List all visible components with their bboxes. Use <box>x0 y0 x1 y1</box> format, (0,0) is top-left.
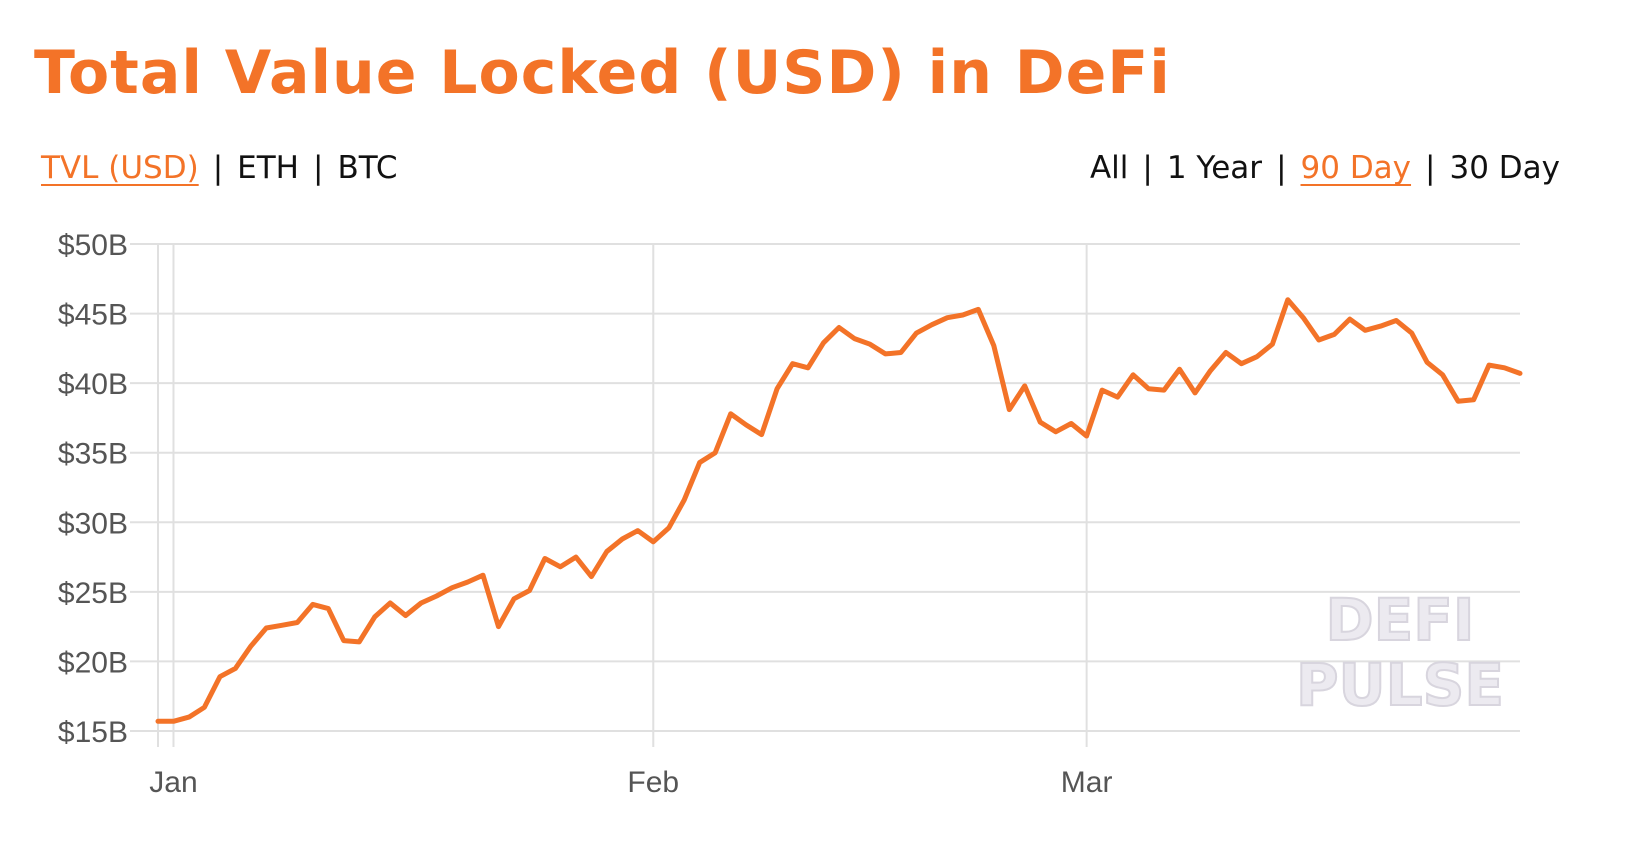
unit-option-tvl-usd[interactable]: TVL (USD) <box>41 150 199 186</box>
y-tick-label: $35B <box>58 438 128 471</box>
tvl-series-line <box>155 297 1523 724</box>
x-tick-label: Feb <box>627 766 679 799</box>
unit-toggle: TVL (USD) | ETH | BTC <box>41 148 398 188</box>
unit-separator: | <box>313 150 324 186</box>
y-tick-label: $15B <box>58 716 128 749</box>
range-option-all[interactable]: All <box>1089 150 1129 186</box>
chart-grid <box>130 243 1520 747</box>
y-tick-label: $40B <box>58 368 128 401</box>
unit-option-btc[interactable]: BTC <box>337 150 398 186</box>
x-tick-label: Mar <box>1061 766 1113 799</box>
range-separator: | <box>1276 150 1287 186</box>
range-option-30-day[interactable]: 30 Day <box>1449 150 1560 186</box>
chart-series <box>155 297 1523 724</box>
page-title: Total Value Locked (USD) in DeFi <box>34 38 1171 108</box>
y-tick-label: $25B <box>58 577 128 610</box>
watermark-line-2: PULSE <box>1296 651 1504 719</box>
y-tick-label: $50B <box>58 229 128 262</box>
y-tick-label: $20B <box>58 646 128 679</box>
range-option-1-year[interactable]: 1 Year <box>1166 150 1263 186</box>
range-toggle: All | 1 Year | 90 Day | 30 Day <box>1090 148 1560 188</box>
range-separator: | <box>1142 150 1153 186</box>
watermark-line-1: DEFI <box>1326 586 1475 654</box>
range-option-90-day[interactable]: 90 Day <box>1300 150 1412 186</box>
y-axis: $15B $20B $25B $30B $35B $40B $45B $50B <box>58 229 128 749</box>
y-tick-label: $45B <box>58 299 128 332</box>
x-axis: Jan Feb Mar <box>149 766 1112 799</box>
unit-option-eth[interactable]: ETH <box>237 150 299 186</box>
defi-pulse-watermark: DEFI PULSE <box>1295 585 1505 720</box>
x-tick-label: Jan <box>149 766 197 799</box>
y-tick-label: $30B <box>58 507 128 540</box>
unit-separator: | <box>212 150 224 186</box>
range-separator: | <box>1425 150 1436 186</box>
